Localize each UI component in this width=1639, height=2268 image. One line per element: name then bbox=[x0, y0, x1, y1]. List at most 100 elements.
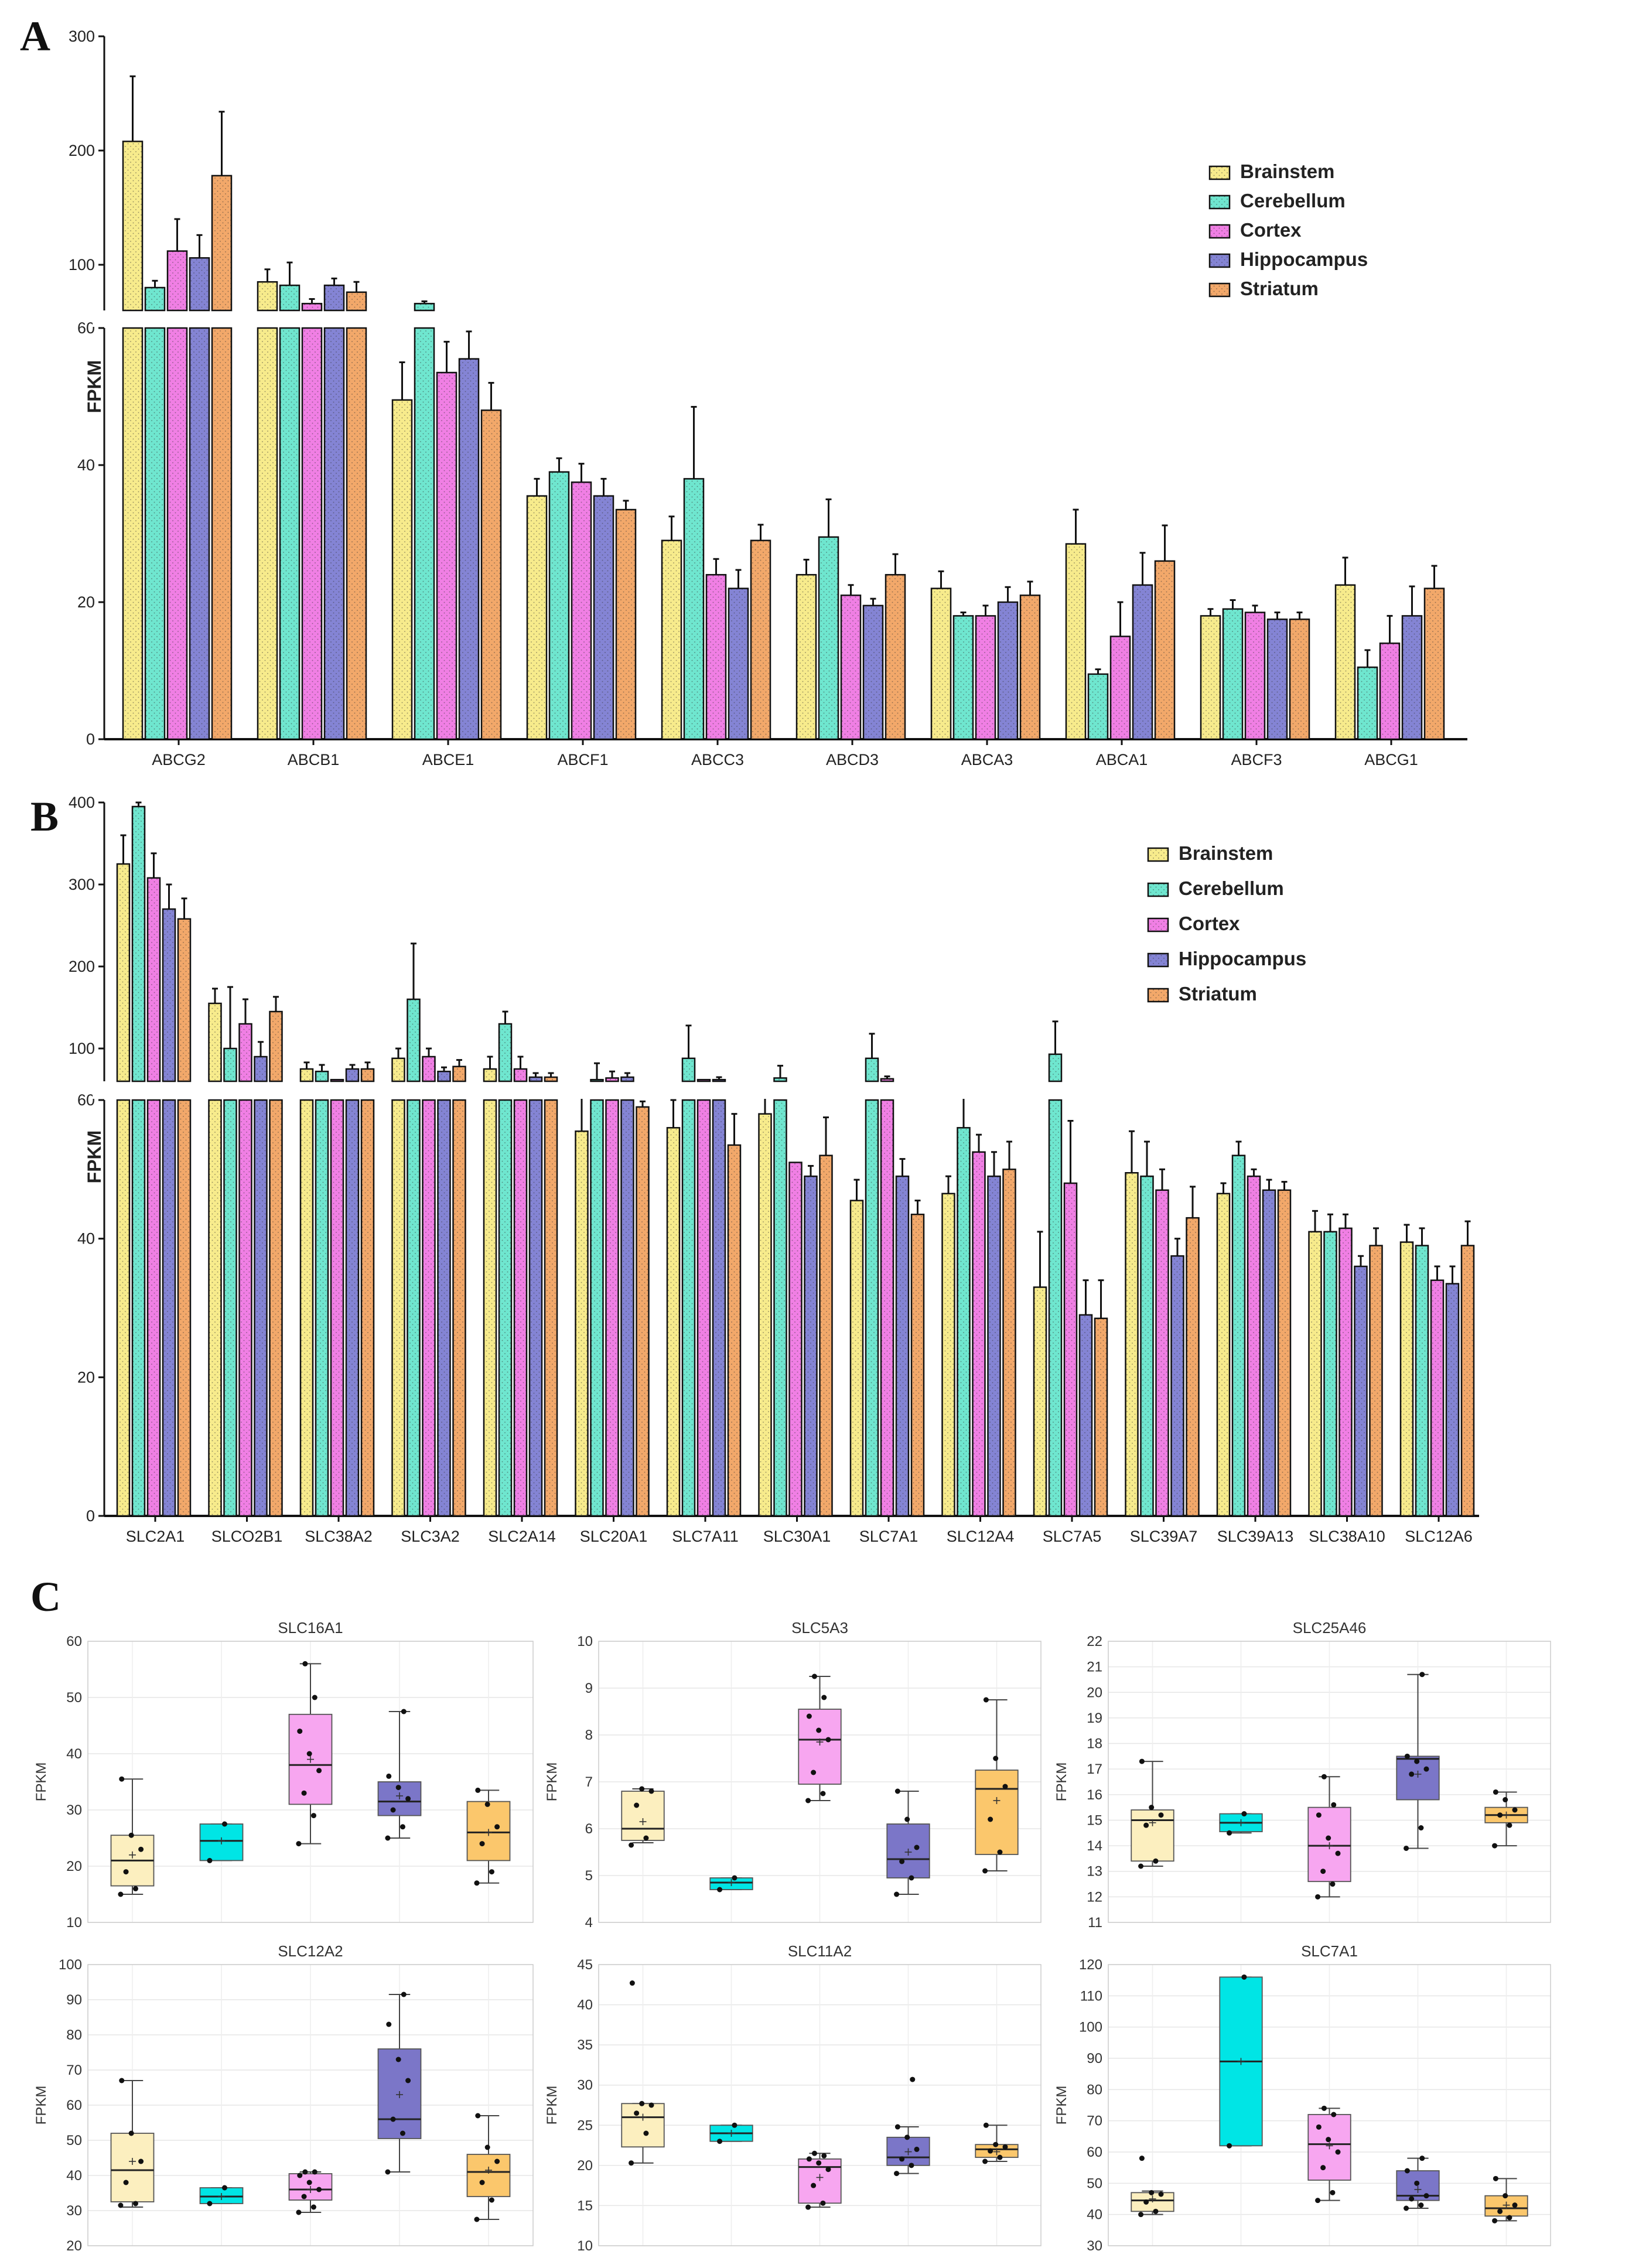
box-plot-slc5a3: 4 5 6 7 8 9 10 SLC5A3 FPKM bbox=[544, 1619, 1042, 1931]
data-point-slc25a46-brainstem bbox=[1143, 1822, 1149, 1828]
data-point-slc25a46-cortex bbox=[1335, 1850, 1341, 1856]
legend-swatch-brainstem bbox=[1147, 847, 1169, 862]
y-axis-title: FPKM bbox=[1054, 2086, 1070, 2125]
plot-title: SLC16A1 bbox=[278, 1619, 343, 1637]
data-point-slc5a3-brainstem bbox=[639, 1786, 645, 1792]
bar-slc39a13-brainstem bbox=[1216, 1193, 1231, 1517]
y-tick-label: 70 bbox=[66, 2062, 82, 2078]
data-point-slc7a1-hippocampus bbox=[1404, 2205, 1409, 2211]
bar-slco2b1-striatum-upper bbox=[269, 1010, 283, 1082]
box-slc25a46-brainstem bbox=[1131, 1809, 1174, 1862]
bar-slc20a1-cortex-lower bbox=[605, 1099, 619, 1517]
legend-label-brainstem: Brainstem bbox=[1179, 842, 1273, 864]
data-point-slc5a3-brainstem bbox=[648, 1788, 654, 1794]
data-point-slc12a2-cortex bbox=[306, 2180, 312, 2185]
data-point-slc25a46-striatum bbox=[1507, 1822, 1512, 1828]
data-point-slc16a1-cortex bbox=[302, 1661, 308, 1666]
data-point-slc16a1-cerebellum bbox=[207, 1857, 213, 1863]
box-slc5a3-striatum bbox=[975, 1770, 1019, 1855]
bar-slc20a1-striatum bbox=[636, 1106, 650, 1517]
data-point-slc7a1-cortex bbox=[1320, 2165, 1326, 2171]
bar-slc12a4-cerebellum bbox=[957, 1127, 971, 1517]
data-point-slc12a2-striatum bbox=[494, 2158, 500, 2164]
bar-slc2a14-cortex-upper bbox=[513, 1068, 528, 1082]
legend-label-cerebellum: Cerebellum bbox=[1240, 190, 1346, 211]
data-point-slc25a46-cortex bbox=[1331, 1802, 1337, 1808]
box-slc12a2-striatum bbox=[466, 2154, 511, 2197]
data-point-slc16a1-cortex bbox=[310, 1813, 316, 1819]
bar-abce1-striatum bbox=[480, 409, 502, 740]
bar-slc7a1-brainstem bbox=[849, 1200, 864, 1517]
data-point-slc16a1-hippocampus bbox=[401, 1709, 407, 1714]
y-tick-label: 19 bbox=[1087, 1710, 1102, 1726]
bar-abcg1-cerebellum bbox=[1357, 666, 1378, 740]
data-point-slc11a2-brainstem bbox=[629, 1980, 635, 1986]
data-point-slc11a2-hippocampus bbox=[894, 2171, 900, 2177]
bar-abce1-cerebellum-lower bbox=[414, 327, 435, 740]
data-point-slc7a1-cortex bbox=[1335, 2149, 1341, 2155]
bar-slc7a5-striatum bbox=[1094, 1317, 1108, 1517]
bar-abcf3-brainstem bbox=[1200, 615, 1221, 740]
legend-swatch-hippocampus bbox=[1208, 253, 1231, 268]
data-point-slc12a2-cortex bbox=[296, 2209, 302, 2215]
data-point-slc25a46-hippocampus bbox=[1418, 1825, 1424, 1831]
bar-abcb1-brainstem-upper bbox=[257, 281, 278, 312]
data-point-slc16a1-brainstem bbox=[138, 1846, 144, 1852]
y-tick-label: 30 bbox=[1087, 2238, 1102, 2254]
data-point-slc5a3-brainstem bbox=[634, 1802, 640, 1808]
y-tick-label: 60 bbox=[66, 1634, 82, 1649]
bar-slc12a6-cerebellum bbox=[1415, 1245, 1429, 1517]
bar-slc7a11-cortex-lower bbox=[696, 1099, 711, 1517]
bar-slc39a7-striatum bbox=[1186, 1217, 1200, 1517]
y-tick-label: 17 bbox=[1087, 1761, 1102, 1777]
bar-slc7a1-hippocampus bbox=[895, 1175, 910, 1517]
y-tick-label: 80 bbox=[1087, 2082, 1102, 2098]
bar-slc2a1-striatum-lower bbox=[177, 1099, 192, 1517]
data-point-slc12a2-hippocampus bbox=[405, 2078, 411, 2083]
data-point-slc7a1-cortex bbox=[1315, 2198, 1321, 2204]
data-point-slc12a2-brainstem bbox=[132, 2201, 138, 2206]
y-tick-label: 5 bbox=[585, 1868, 593, 1884]
bar-slc12a4-cortex bbox=[972, 1151, 986, 1517]
data-point-slc7a1-brainstem bbox=[1149, 2190, 1155, 2195]
legend-swatch-cerebellum bbox=[1147, 882, 1169, 897]
bar-slc7a5-hippocampus bbox=[1078, 1314, 1093, 1517]
data-point-slc12a2-hippocampus bbox=[395, 2057, 401, 2062]
y-tick-label: 300 bbox=[69, 28, 95, 45]
y-tick-label: 11 bbox=[1088, 1915, 1102, 1931]
bar-slc2a14-striatum-lower bbox=[544, 1099, 558, 1517]
data-point-slc12a2-brainstem bbox=[119, 2078, 125, 2083]
data-point-slc16a1-striatum bbox=[475, 1787, 481, 1793]
panel-a-bar-chart: 0 20 40 60 100 200 300 FPKM ABCG2 ABCB1 ABCE1 ABCF1… bbox=[69, 28, 1479, 768]
bar-abca1-brainstem bbox=[1065, 543, 1087, 740]
data-point-slc16a1-striatum bbox=[479, 1841, 485, 1847]
bar-slc2a14-brainstem-upper bbox=[483, 1068, 497, 1082]
data-point-slc12a2-striatum bbox=[479, 2180, 485, 2185]
data-point-slc25a46-cortex bbox=[1321, 1774, 1327, 1779]
y-tick-label: 100 bbox=[69, 1040, 95, 1057]
data-point-slc11a2-hippocampus bbox=[910, 2076, 916, 2082]
data-point-slc12a2-cortex bbox=[312, 2169, 317, 2175]
data-point-slc25a46-cortex bbox=[1315, 1894, 1321, 1900]
data-point-slc12a2-hippocampus bbox=[399, 2130, 405, 2136]
data-point-slc11a2-cortex bbox=[811, 2150, 817, 2156]
y-tick-label: 15 bbox=[1087, 1812, 1102, 1828]
data-point-slc5a3-cortex bbox=[811, 1673, 817, 1679]
y-tick-label: 13 bbox=[1087, 1864, 1102, 1880]
box-slc11a2-hippocampus bbox=[886, 2136, 930, 2166]
bar-abcf3-cerebellum bbox=[1222, 608, 1244, 740]
plot-frame bbox=[87, 1641, 534, 1923]
bar-abcg1-brainstem bbox=[1334, 584, 1356, 740]
y-tick-label: 20 bbox=[1087, 1685, 1102, 1700]
bar-abcd3-cortex bbox=[840, 595, 862, 740]
panel-label-c: C bbox=[30, 1573, 61, 1620]
data-point-slc7a1-hippocampus bbox=[1404, 2168, 1410, 2174]
bar-slc39a7-cerebellum bbox=[1140, 1175, 1154, 1517]
plot-title: SLC12A2 bbox=[278, 1942, 343, 1960]
data-point-slc7a1-hippocampus bbox=[1419, 2156, 1425, 2161]
bar-slc20a1-cerebellum-upper bbox=[590, 1078, 604, 1082]
x-tick-label-abcc3: ABCC3 bbox=[691, 751, 744, 768]
bar-slco2b1-cerebellum-lower bbox=[223, 1099, 237, 1517]
bar-slc2a14-hippocampus-lower bbox=[528, 1099, 543, 1517]
y-tick-label: 16 bbox=[1087, 1787, 1102, 1803]
